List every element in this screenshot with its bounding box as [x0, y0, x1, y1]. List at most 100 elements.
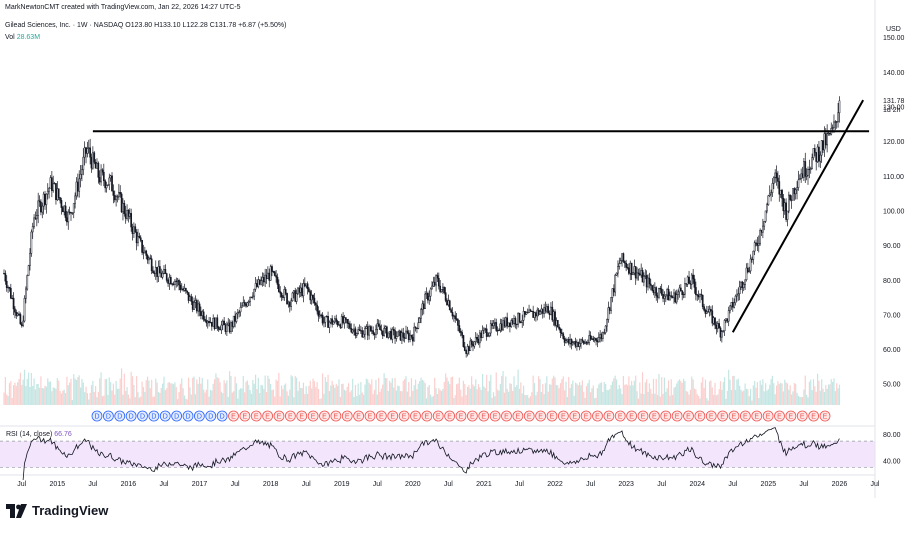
earnings-marker[interactable]: E: [546, 410, 558, 422]
earnings-marker[interactable]: E: [774, 410, 785, 422]
earnings-marker[interactable]: E: [648, 410, 660, 422]
dividend-marker[interactable]: D: [91, 410, 103, 422]
volume-bar: [187, 377, 190, 405]
earnings-marker[interactable]: E: [705, 410, 717, 422]
candle-body: [403, 337, 406, 339]
earnings-marker[interactable]: E: [683, 410, 694, 422]
earnings-marker[interactable]: E: [808, 410, 820, 422]
candle-body: [63, 205, 66, 213]
volume-bar: [811, 390, 813, 405]
dividend-marker[interactable]: D: [102, 410, 114, 422]
volume-bars: [3, 368, 841, 405]
earnings-marker[interactable]: E: [444, 410, 456, 422]
earnings-marker[interactable]: E: [239, 410, 251, 422]
candle-body: [582, 340, 585, 344]
earnings-marker[interactable]: E: [614, 410, 626, 422]
earnings-marker[interactable]: E: [398, 410, 410, 422]
earnings-marker[interactable]: E: [580, 410, 592, 422]
volume-bar: [75, 379, 78, 405]
volume-bar: [838, 384, 841, 405]
dividend-marker[interactable]: D: [114, 410, 126, 422]
earnings-marker[interactable]: E: [796, 410, 808, 422]
svg-text:E: E: [436, 414, 441, 421]
volume-bar: [268, 378, 270, 405]
rsi-label: RSI (14, close) 66.76: [6, 431, 72, 438]
dividend-marker[interactable]: D: [216, 410, 228, 422]
earnings-marker[interactable]: E: [535, 410, 547, 422]
earnings-marker[interactable]: E: [762, 410, 774, 422]
earnings-marker[interactable]: E: [819, 410, 831, 422]
earnings-marker[interactable]: E: [432, 410, 444, 422]
volume-bar: [550, 384, 552, 405]
volume-bar: [548, 384, 551, 405]
earnings-marker[interactable]: E: [637, 410, 649, 422]
volume-bar: [319, 398, 321, 405]
earnings-marker[interactable]: E: [626, 410, 638, 422]
earnings-marker[interactable]: E: [592, 410, 603, 422]
earnings-marker[interactable]: E: [512, 410, 524, 422]
earnings-marker[interactable]: E: [785, 410, 797, 422]
earnings-marker[interactable]: E: [603, 410, 615, 422]
earnings-marker[interactable]: E: [307, 410, 319, 422]
earnings-marker[interactable]: E: [296, 410, 308, 422]
earnings-marker[interactable]: E: [330, 410, 342, 422]
earnings-marker[interactable]: E: [250, 410, 262, 422]
earnings-marker[interactable]: E: [387, 410, 399, 422]
earnings-marker[interactable]: E: [523, 410, 535, 422]
volume-bar: [662, 393, 664, 405]
candle-body: [638, 273, 641, 276]
volume-bar: [676, 383, 678, 405]
earnings-marker[interactable]: E: [478, 410, 490, 422]
earnings-marker[interactable]: E: [739, 410, 751, 422]
dividend-marker[interactable]: D: [171, 410, 183, 422]
earnings-marker[interactable]: E: [228, 410, 239, 422]
earnings-marker[interactable]: E: [375, 410, 387, 422]
candle-body: [578, 343, 581, 347]
earnings-marker[interactable]: E: [319, 410, 330, 422]
candle-body: [316, 304, 318, 312]
candle-body: [368, 326, 370, 336]
earnings-marker[interactable]: E: [501, 410, 512, 422]
volume-bar: [327, 374, 329, 405]
earnings-marker[interactable]: E: [262, 410, 274, 422]
candle-body: [551, 306, 554, 321]
earnings-marker[interactable]: E: [751, 410, 763, 422]
earnings-marker[interactable]: E: [273, 410, 285, 422]
symbol-name[interactable]: Gilead Sciences, Inc.: [5, 22, 71, 29]
volume-bar: [375, 379, 377, 405]
earnings-marker[interactable]: E: [421, 410, 433, 422]
earnings-marker[interactable]: E: [694, 410, 706, 422]
earnings-marker[interactable]: E: [660, 410, 672, 422]
volume-bar: [254, 374, 257, 405]
dividend-marker[interactable]: D: [205, 410, 217, 422]
earnings-marker[interactable]: E: [455, 410, 467, 422]
earnings-marker[interactable]: E: [466, 410, 478, 422]
earnings-marker[interactable]: E: [557, 410, 569, 422]
earnings-marker[interactable]: E: [728, 410, 740, 422]
dividend-marker[interactable]: D: [159, 410, 171, 422]
currency-label[interactable]: USD: [886, 26, 901, 33]
earnings-marker[interactable]: E: [717, 410, 729, 422]
interval[interactable]: 1W: [77, 22, 88, 29]
dividend-marker[interactable]: D: [125, 410, 137, 422]
volume-bar: [666, 388, 668, 405]
earnings-marker[interactable]: E: [353, 410, 365, 422]
earnings-marker[interactable]: E: [671, 410, 683, 422]
earnings-marker[interactable]: E: [489, 410, 501, 422]
earnings-marker[interactable]: E: [341, 410, 353, 422]
earnings-marker[interactable]: E: [410, 410, 421, 422]
earnings-marker[interactable]: E: [569, 410, 581, 422]
earnings-marker[interactable]: E: [284, 410, 296, 422]
dividend-marker[interactable]: D: [137, 410, 148, 422]
dividend-marker[interactable]: D: [182, 410, 194, 422]
volume-bar: [157, 391, 160, 405]
dividend-marker[interactable]: D: [148, 410, 160, 422]
volume-bar: [141, 381, 143, 405]
dividend-marker[interactable]: D: [193, 410, 205, 422]
earnings-marker[interactable]: E: [364, 410, 376, 422]
tradingview-brand[interactable]: TradingView: [6, 503, 108, 518]
volume-bar: [261, 385, 264, 405]
